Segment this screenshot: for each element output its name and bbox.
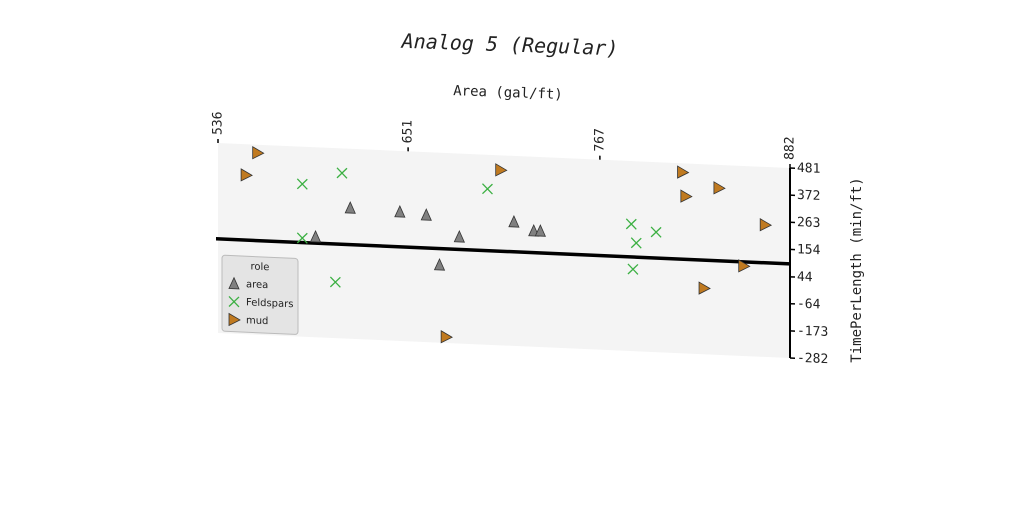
marker [630,237,642,249]
marker [344,201,356,214]
marker [309,229,322,243]
legend: role area Feldspars mud [221,254,299,335]
marker [252,146,265,160]
marker [228,296,240,308]
y-tick-label: 44 [797,270,813,286]
x-tick-label: 767 [592,128,607,152]
legend-box [221,254,299,335]
marker [495,163,508,177]
marker [738,259,751,273]
marker [677,165,690,179]
marker [296,232,308,244]
marker [336,167,348,179]
x-tick-label: 882 [783,136,798,160]
reference-line [216,237,790,266]
marker [534,224,546,237]
marker [440,330,453,344]
marker [420,208,432,221]
marker [329,276,341,288]
y-tick-label: 372 [797,188,820,204]
marker [698,281,711,295]
marker [296,178,308,190]
marker [713,181,726,195]
marker [394,204,406,218]
y-tick-label: 154 [797,242,821,258]
marker [625,218,637,230]
legend-label: mud [246,315,268,327]
y-tick-label: -64 [797,297,821,313]
y-axis-label: TimePerLength (min/ft) [849,177,865,362]
marker [433,258,446,271]
marker [482,183,493,195]
x-axis-label: Area (gal/ft) [453,83,563,103]
y-tick-label: -282 [797,351,828,367]
marker [759,218,773,232]
legend-title: role [251,261,270,273]
marker [228,276,240,290]
plot-area: 481 372 263 154 44 -64 -173 -282 536 651 767 882 rol… [211,111,829,367]
marker [627,263,639,275]
marker [680,189,693,203]
marker [240,168,253,182]
marker [228,312,241,327]
chart-title: Analog 5 (Regular) [399,29,618,61]
y-tick-label: 481 [797,161,820,177]
x-tick-label: 536 [211,111,226,135]
legend-label: Feldspars [246,297,293,310]
marker [508,214,520,228]
marker [453,230,465,243]
x-tick-label: 651 [401,120,416,144]
y-tick-label: 263 [797,215,820,231]
legend-label: area [246,279,268,291]
y-tick-label: -173 [797,324,828,340]
marker [650,226,662,238]
